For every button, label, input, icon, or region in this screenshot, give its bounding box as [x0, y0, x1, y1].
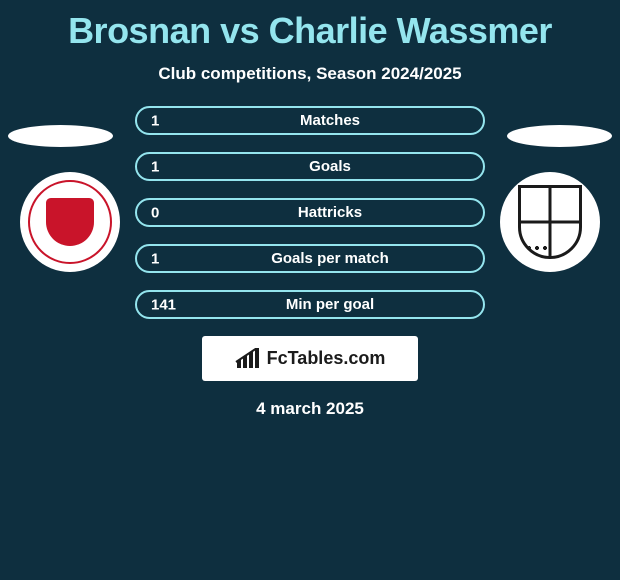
bar-chart-icon	[235, 348, 261, 370]
stat-label: Goals per match	[137, 250, 483, 267]
stat-row-matches: 1 Matches	[135, 106, 485, 135]
stat-left-value: 1	[151, 112, 159, 129]
stat-label: Min per goal	[137, 296, 483, 313]
stat-left-value: 0	[151, 204, 159, 221]
stat-row-goals: 1 Goals	[135, 152, 485, 181]
player-right-avatar	[507, 125, 612, 147]
stat-label: Hattricks	[137, 204, 483, 221]
stat-left-value: 1	[151, 250, 159, 267]
stat-row-hattricks: 0 Hattricks	[135, 198, 485, 227]
stat-left-value: 141	[151, 296, 176, 313]
stat-row-min-per-goal: 141 Min per goal	[135, 290, 485, 319]
stats-container: 1 Matches 1 Goals 0 Hattricks 1 Goals pe…	[135, 106, 485, 319]
brand-badge: FcTables.com	[202, 336, 418, 381]
date-label: 4 march 2025	[0, 399, 620, 419]
page-title: Brosnan vs Charlie Wassmer	[0, 0, 620, 52]
stat-row-goals-per-match: 1 Goals per match	[135, 244, 485, 273]
stat-left-value: 1	[151, 158, 159, 175]
stat-label: Matches	[137, 112, 483, 129]
subtitle: Club competitions, Season 2024/2025	[0, 64, 620, 84]
stat-label: Goals	[137, 158, 483, 175]
brand-text: FcTables.com	[267, 348, 386, 369]
player-right-crest	[500, 172, 600, 272]
player-left-crest	[20, 172, 120, 272]
player-left-avatar	[8, 125, 113, 147]
